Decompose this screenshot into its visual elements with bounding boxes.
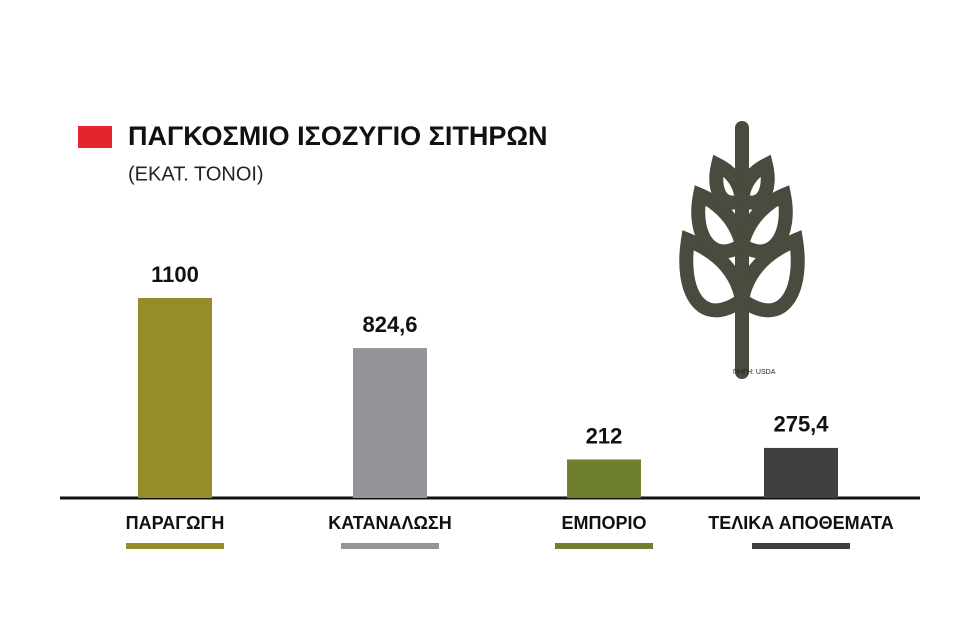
category-underline [752,543,850,549]
value-label: 275,4 [773,412,829,437]
category-label: ΤΕΛΙΚΑ ΑΠΟΘΕΜΑΤΑ [708,513,894,533]
category-label: ΚΑΤΑΝΑΛΩΣΗ [328,513,451,533]
bar [567,459,641,498]
category-underline [341,543,439,549]
bar [764,447,838,498]
value-label: 212 [586,423,623,448]
bar [353,348,427,498]
value-label: 1100 [151,262,199,287]
source: ΠΗΓΗ: USDA [733,369,776,376]
bar [138,298,212,498]
category-underline [555,543,653,549]
category-label: ΠΑΡΑΓΩΓΗ [126,513,225,533]
wheat-icon [679,121,805,379]
title-marker [78,126,112,148]
chart-title: ΠΑΓΚΟΣΜΙΟ ΙΣΟΖΥΓΙΟ ΣΙΤΗΡΩΝ [128,121,547,151]
category-label: ΕΜΠΟΡΙΟ [561,513,646,533]
category-underline [126,543,224,549]
chart-subtitle: (ΕΚΑΤ. ΤΟΝΟΙ) [128,163,264,185]
value-label: 824,6 [362,312,417,337]
